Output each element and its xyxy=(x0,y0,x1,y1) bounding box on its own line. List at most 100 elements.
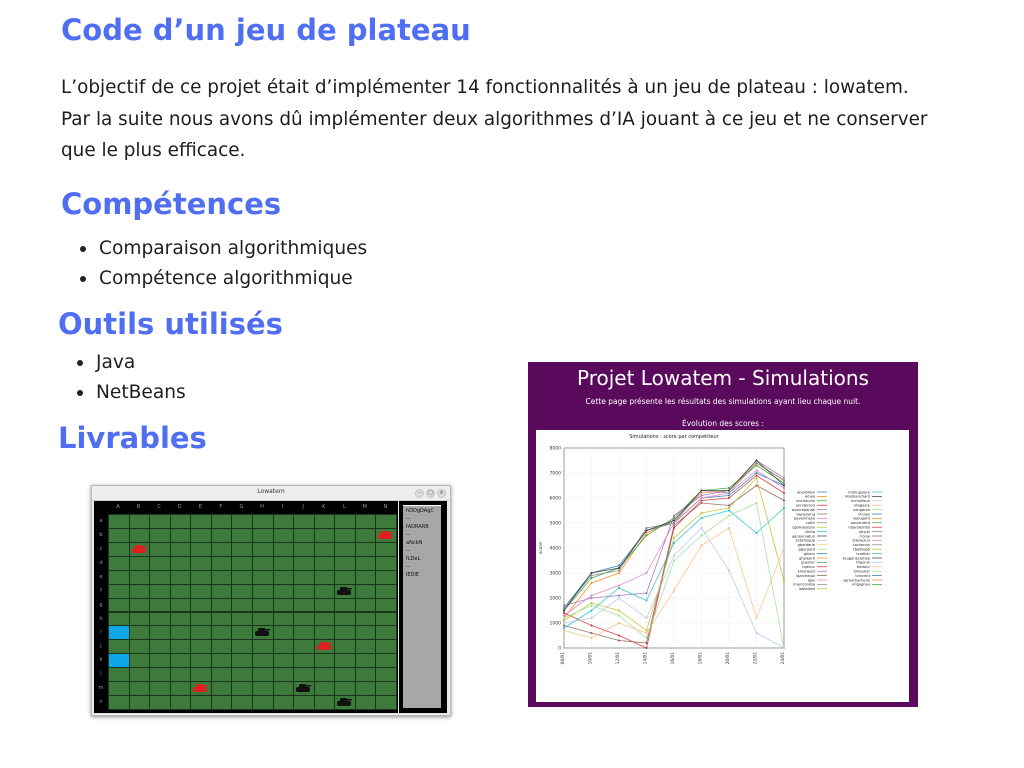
board-cell[interactable] xyxy=(354,527,377,543)
board-cell[interactable] xyxy=(149,569,171,585)
board-cell[interactable] xyxy=(375,611,397,627)
board-cell[interactable] xyxy=(334,514,356,529)
board-cell[interactable] xyxy=(169,541,192,557)
black-tank-icon[interactable] xyxy=(253,627,271,637)
board-cell[interactable] xyxy=(190,653,212,669)
board-cell[interactable] xyxy=(128,681,151,697)
board-cell[interactable] xyxy=(231,639,253,655)
board-cell[interactable] xyxy=(334,653,356,669)
board-cell[interactable] xyxy=(210,597,233,613)
board-cell[interactable] xyxy=(334,597,356,613)
board-cell[interactable] xyxy=(272,555,295,571)
board-cell[interactable] xyxy=(169,625,192,641)
board-cell[interactable] xyxy=(108,583,130,599)
board-cell[interactable] xyxy=(272,625,295,641)
minimize-icon[interactable]: – xyxy=(415,489,424,498)
board-cell[interactable] xyxy=(210,639,233,655)
board-cell[interactable] xyxy=(293,583,315,599)
board-cell[interactable] xyxy=(128,583,151,599)
board-cell[interactable] xyxy=(210,541,233,557)
board-cell[interactable] xyxy=(190,695,212,710)
board-cell[interactable] xyxy=(252,667,274,683)
board-cell[interactable] xyxy=(169,681,192,697)
board-cell[interactable] xyxy=(313,555,336,571)
board-cell[interactable] xyxy=(354,653,377,669)
board-cell[interactable] xyxy=(252,514,274,529)
board-cell[interactable] xyxy=(128,514,151,529)
board-cell[interactable] xyxy=(128,611,151,627)
board-cell[interactable] xyxy=(231,625,253,641)
black-tank-icon[interactable] xyxy=(335,586,353,596)
board-cell[interactable] xyxy=(108,681,130,697)
board-cell[interactable] xyxy=(334,611,356,627)
board-cell[interactable] xyxy=(128,695,151,710)
board-cell[interactable] xyxy=(313,667,336,683)
board-cell[interactable] xyxy=(313,527,336,543)
board-cell[interactable] xyxy=(190,583,212,599)
board-cell[interactable] xyxy=(313,611,336,627)
board-cell[interactable] xyxy=(210,625,233,641)
board-cell[interactable] xyxy=(128,569,151,585)
board-cell[interactable] xyxy=(128,597,151,613)
board-cell[interactable] xyxy=(272,569,295,585)
board-cell[interactable] xyxy=(190,597,212,613)
board-cell[interactable] xyxy=(149,555,171,571)
board-cell[interactable] xyxy=(231,653,253,669)
board-cell[interactable] xyxy=(128,667,151,683)
board-cell[interactable] xyxy=(334,569,356,585)
board-cell[interactable] xyxy=(252,555,274,571)
board-cell[interactable] xyxy=(169,555,192,571)
board-cell[interactable] xyxy=(210,569,233,585)
board-cell[interactable] xyxy=(354,611,377,627)
board-cell[interactable] xyxy=(149,514,171,529)
board-cell[interactable] xyxy=(375,667,397,683)
board-cell[interactable] xyxy=(293,639,315,655)
board-cell[interactable] xyxy=(108,667,130,683)
board-cell[interactable] xyxy=(108,541,130,557)
board-cell[interactable] xyxy=(354,541,377,557)
board-cell[interactable] xyxy=(190,625,212,641)
board-cell[interactable] xyxy=(354,569,377,585)
board-cell[interactable] xyxy=(231,541,253,557)
board-cell[interactable] xyxy=(169,527,192,543)
board-cell[interactable] xyxy=(231,681,253,697)
board-cell[interactable] xyxy=(231,514,253,529)
board-cell[interactable] xyxy=(313,541,336,557)
board-cell[interactable] xyxy=(272,597,295,613)
board-cell[interactable] xyxy=(149,639,171,655)
red-tank-icon[interactable] xyxy=(191,683,209,693)
board-cell[interactable] xyxy=(128,639,151,655)
board-cell[interactable] xyxy=(149,667,171,683)
board-cell[interactable] xyxy=(190,667,212,683)
board-cell[interactable] xyxy=(313,681,336,697)
board-cell[interactable] xyxy=(354,667,377,683)
board-cell[interactable] xyxy=(149,695,171,710)
board-cell[interactable] xyxy=(272,583,295,599)
board-cell[interactable] xyxy=(375,555,397,571)
board-cell[interactable] xyxy=(190,611,212,627)
board-cell[interactable] xyxy=(293,597,315,613)
board-cell[interactable] xyxy=(252,611,274,627)
board-cell[interactable] xyxy=(210,611,233,627)
black-tank-icon[interactable] xyxy=(335,697,353,707)
board-cell[interactable] xyxy=(190,514,212,529)
board-cell[interactable] xyxy=(190,555,212,571)
board-cell[interactable] xyxy=(128,653,151,669)
board-cell[interactable] xyxy=(210,527,233,543)
black-tank-icon[interactable] xyxy=(294,683,312,693)
board-cell[interactable] xyxy=(375,583,397,599)
board-cell[interactable] xyxy=(169,639,192,655)
board-cell[interactable] xyxy=(313,695,336,710)
board-cell[interactable] xyxy=(252,569,274,585)
board-cell[interactable] xyxy=(210,653,233,669)
board-cell[interactable] xyxy=(272,695,295,710)
board-cell[interactable] xyxy=(108,695,130,710)
board-cell[interactable] xyxy=(313,653,336,669)
board-cell[interactable] xyxy=(210,514,233,529)
board-cell[interactable] xyxy=(149,625,171,641)
board-cell[interactable] xyxy=(190,569,212,585)
board-cell[interactable] xyxy=(169,611,192,627)
board-cell[interactable] xyxy=(252,583,274,599)
board-cell[interactable] xyxy=(375,653,397,669)
board-cell[interactable] xyxy=(272,639,295,655)
